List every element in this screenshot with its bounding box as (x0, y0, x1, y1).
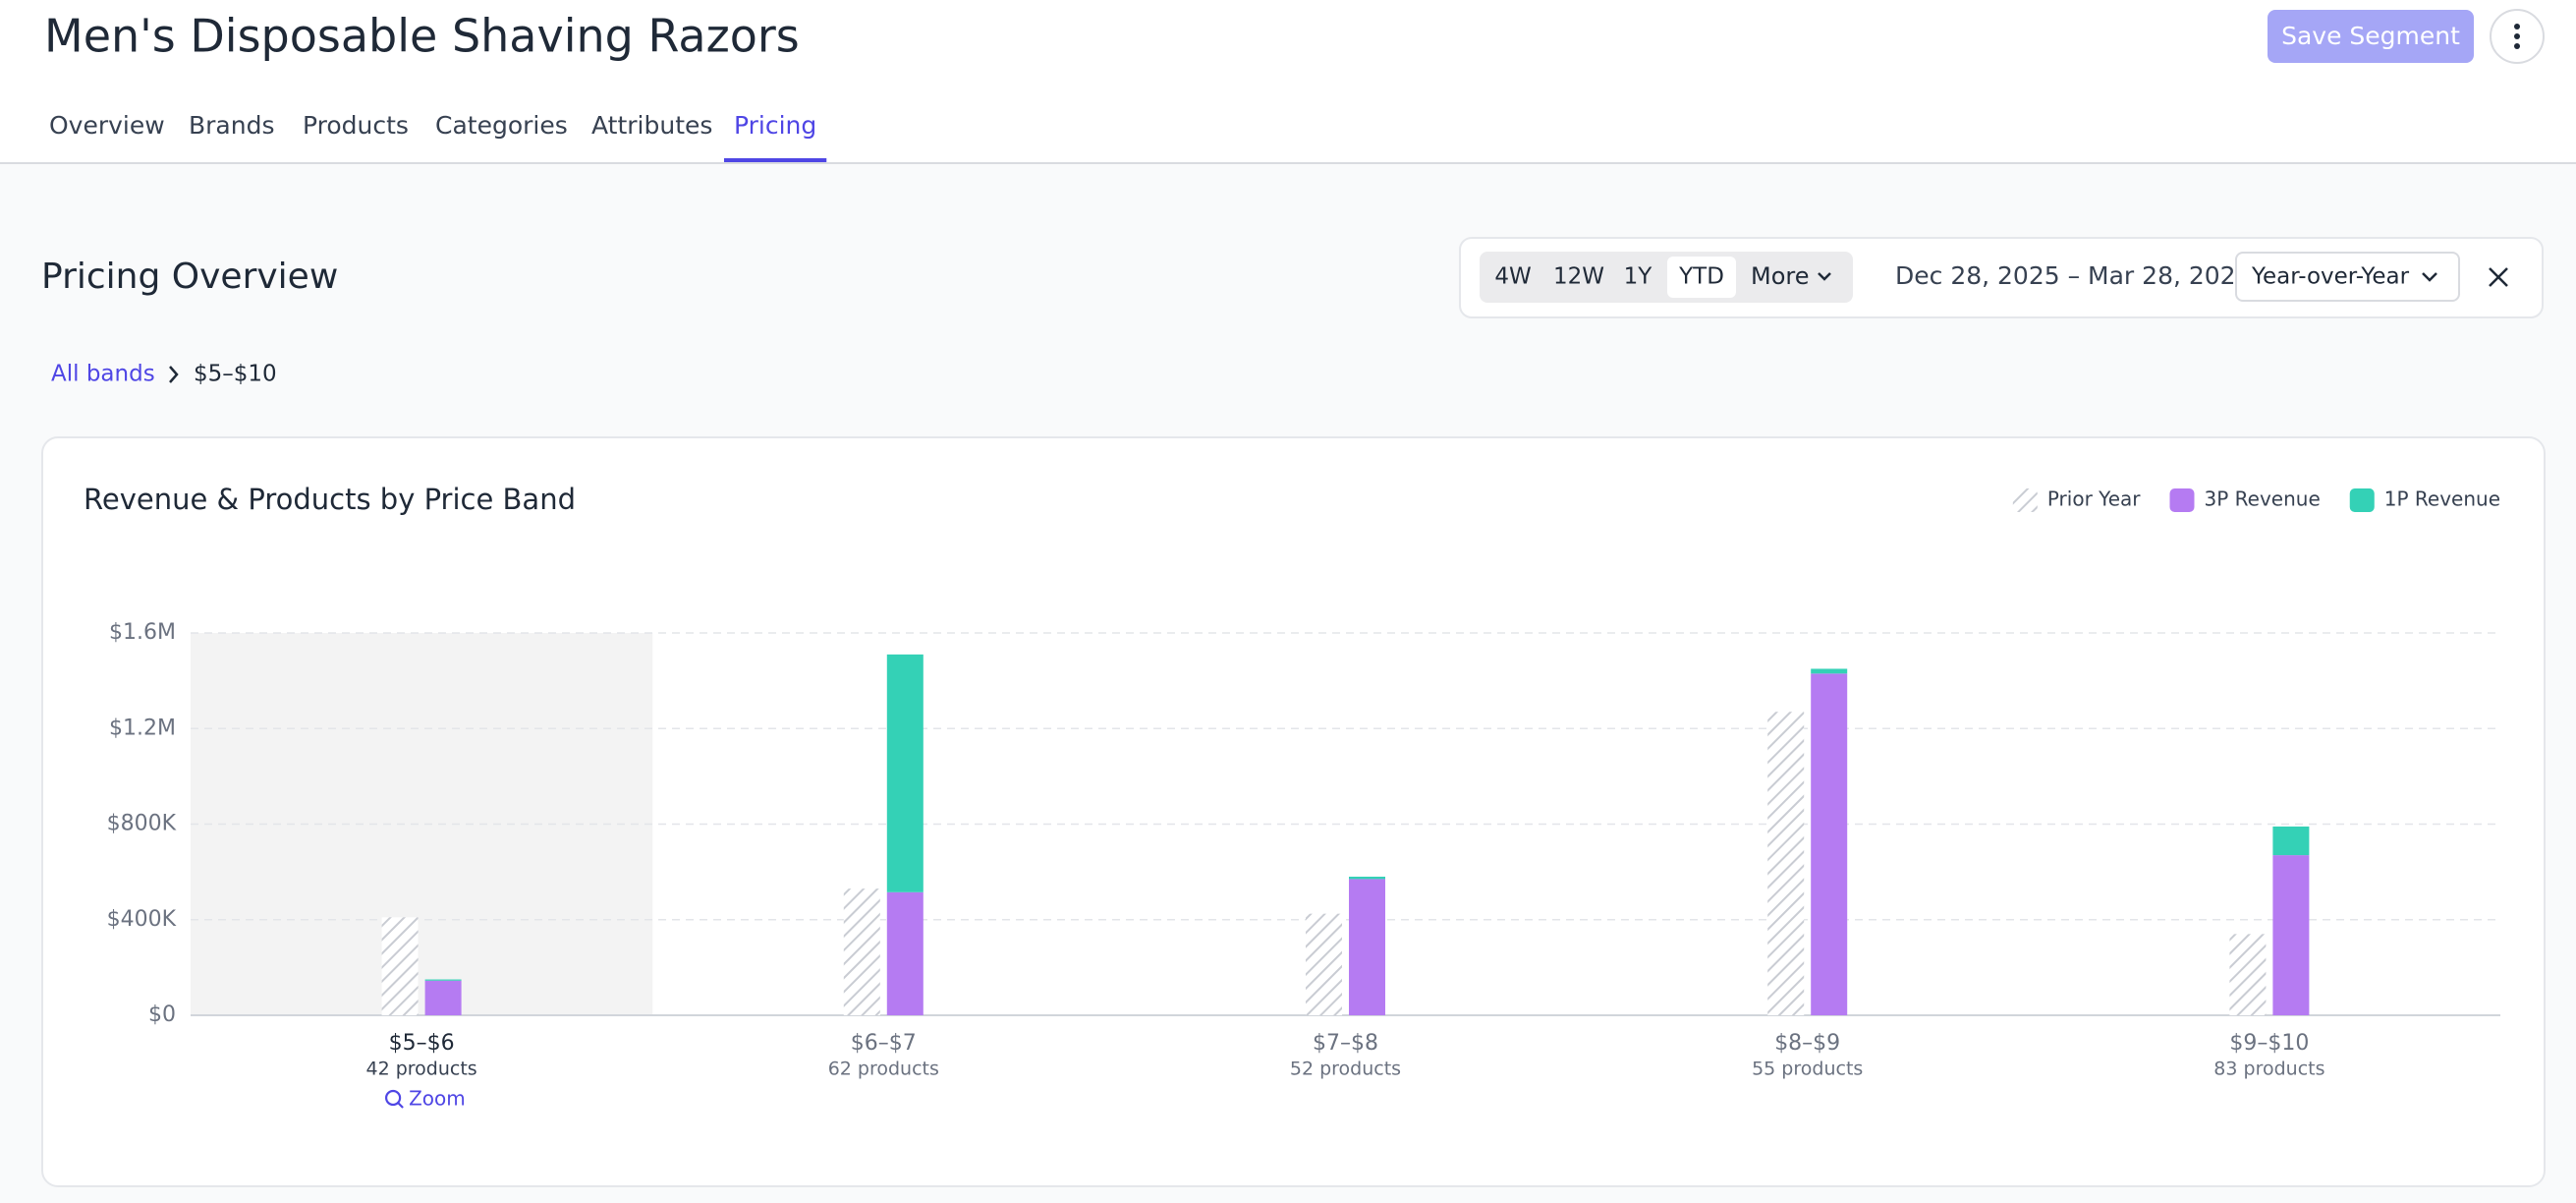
bar (424, 980, 462, 1015)
bar (1349, 879, 1385, 1015)
tab[interactable]: Products (303, 111, 409, 140)
bar (843, 888, 880, 1015)
range-active-bg (1667, 257, 1736, 298)
tab[interactable]: Overview (49, 111, 165, 140)
chart-title: Revenue & Products by Price Band (84, 483, 576, 516)
legend-swatch (2169, 488, 2195, 512)
bar (1811, 673, 1848, 1015)
section-title: Pricing Overview (41, 257, 338, 297)
breadcrumb-chevron (169, 366, 179, 383)
save-segment-label[interactable]: Save Segment (2281, 22, 2460, 50)
x-tick-label: $9–$10 (2229, 1031, 2309, 1056)
legend-swatch (2349, 488, 2375, 512)
zoom-icon (385, 1089, 402, 1107)
breadcrumb-current: $5–$10 (194, 362, 277, 387)
close-button[interactable] (2489, 267, 2508, 287)
range-button[interactable]: 4W (1494, 264, 1531, 290)
range-buttons: 4W 12W 1Y YTD (1494, 257, 1736, 298)
legend-label: Prior Year (2047, 487, 2141, 511)
chart: $0 $400K $800K $1.2M $1.6M $5–$6 42 products Zo… (107, 487, 2500, 1111)
x-tick-label: $5–$6 (389, 1031, 455, 1056)
x-tick-label: $6–$7 (851, 1031, 917, 1056)
range-button[interactable]: 12W (1553, 264, 1604, 290)
legend-label: 1P Revenue (2384, 487, 2500, 511)
legend-label: 3P Revenue (2205, 487, 2321, 511)
dropdown-chevron (2422, 272, 2437, 282)
kebab-icon (2514, 24, 2520, 49)
tab[interactable]: Brands (189, 111, 275, 140)
more-chevron (1818, 272, 1831, 281)
bar (2272, 855, 2310, 1015)
y-tick-label: $800K (107, 812, 177, 836)
zoom-link[interactable]: Zoom (409, 1087, 466, 1111)
bar (424, 979, 462, 981)
category-note: 55 products (1752, 1059, 1863, 1080)
zoom-icon-handle (397, 1102, 404, 1109)
tab[interactable]: Pricing (734, 111, 816, 140)
x-tick-label: $8–$9 (1774, 1031, 1840, 1056)
bar (1811, 668, 1848, 674)
comparison-label[interactable]: Year-over-Year (2251, 264, 2410, 290)
category-note: 83 products (2213, 1059, 2324, 1080)
selected-band (191, 633, 653, 1015)
bar (2229, 934, 2267, 1015)
y-tick-label: $1.6M (109, 620, 176, 645)
comparison-dropdown[interactable] (2235, 252, 2460, 302)
breadcrumb-root[interactable]: All bands (51, 362, 155, 387)
bar (2272, 826, 2310, 856)
y-tick-label: $400K (107, 907, 177, 932)
y-tick-label: $1.2M (109, 716, 176, 740)
y-tick-label: $0 (148, 1002, 176, 1027)
bar (886, 654, 924, 892)
range-button[interactable]: YTD (1678, 264, 1724, 290)
date-range: Dec 28, 2025 – Mar 28, 2026 (1895, 261, 2252, 290)
legend-swatch (2012, 488, 2038, 512)
range-button[interactable]: 1Y (1624, 264, 1653, 290)
bar (1349, 876, 1385, 880)
tab-underline (724, 158, 827, 162)
more-range-label[interactable]: More (1751, 262, 1810, 290)
bar (1767, 712, 1805, 1015)
tab[interactable]: Categories (435, 111, 568, 140)
x-tick-label: $7–$8 (1313, 1031, 1378, 1056)
tab-bar: Overview Brands Products Categories Attribut… (49, 111, 827, 162)
tab[interactable]: Attributes (591, 111, 712, 140)
category-note: 42 products (365, 1059, 476, 1080)
category-note: 52 products (1290, 1059, 1401, 1080)
category-note: 62 products (828, 1059, 939, 1080)
page-title: Men's Disposable Shaving Razors (44, 10, 800, 63)
chart-card (41, 436, 2546, 1187)
range-group (1480, 252, 1853, 303)
header-bg (0, 0, 2576, 163)
bar (1306, 913, 1342, 1015)
save-segment-button[interactable] (2268, 10, 2474, 63)
bar (886, 891, 924, 1015)
bar (381, 917, 419, 1015)
